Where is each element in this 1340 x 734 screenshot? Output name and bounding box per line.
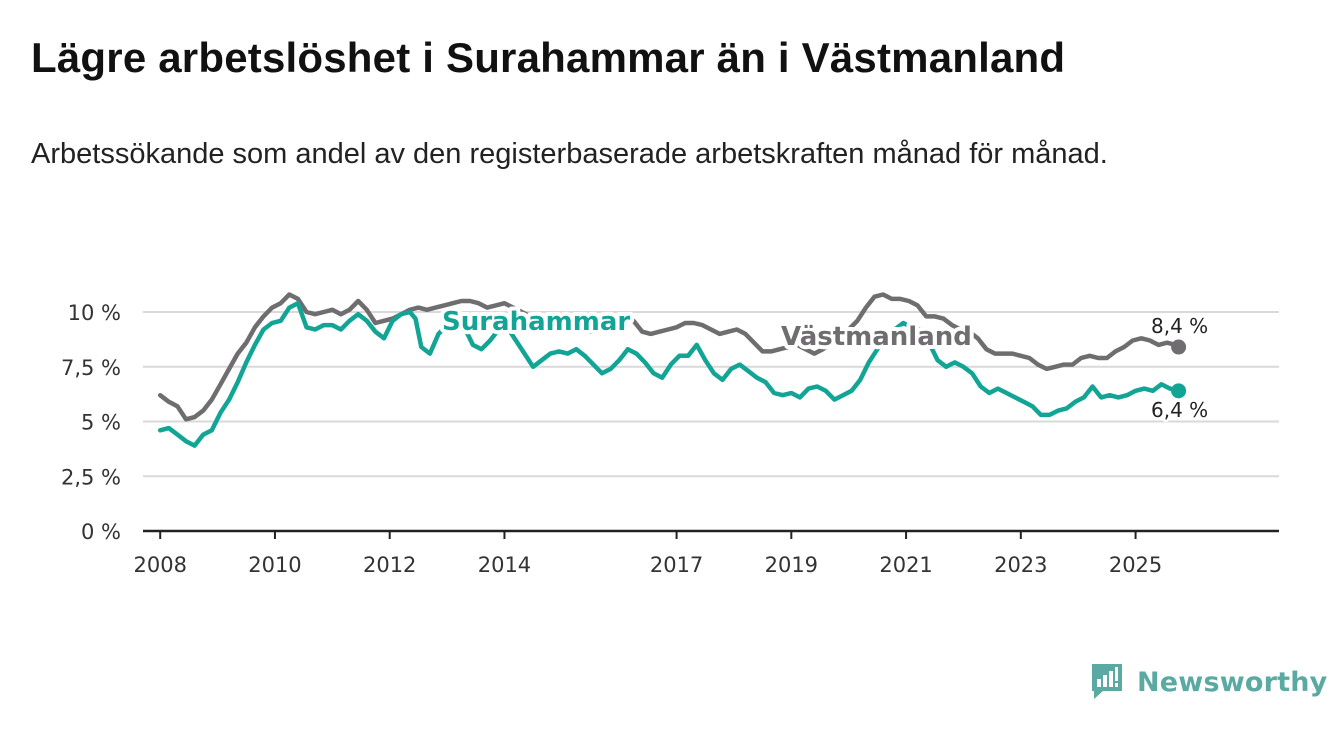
x-tick-label: 2025: [1109, 553, 1162, 577]
x-tick-label: 2019: [765, 553, 818, 577]
chart-title: Lägre arbetslöshet i Surahammar än i Väs…: [31, 34, 1066, 81]
series-label-vastmanland: Västmanland: [781, 322, 972, 352]
newsworthy-logo: Newsworthy: [1089, 661, 1327, 703]
series-label-surahammar: Surahammar: [442, 307, 630, 337]
y-tick-label: 0 %: [81, 520, 121, 544]
series-lines: [157, 292, 1187, 448]
y-tick-label: 5 %: [81, 411, 121, 435]
series-line-vastmanland: [157, 292, 1181, 422]
chart-subtitle: Arbetssökande som andel av den registerb…: [31, 138, 1108, 170]
brand-name: Newsworthy: [1137, 666, 1328, 698]
x-axis: 2008 2010 2012 2014 2017 2019 2021 2023 2025: [133, 529, 1279, 577]
x-tick-label: 2014: [478, 553, 531, 577]
bar-chart-logo-icon: [1092, 664, 1122, 699]
x-tick-label: 2008: [133, 553, 186, 577]
y-tick-label: 10 %: [68, 301, 121, 325]
x-tick-label: 2021: [879, 553, 932, 577]
series-label-vastmanland-halo: Västmanland: [781, 322, 972, 352]
end-value-label-vastmanland: 8,4 %: [1151, 314, 1208, 338]
end-value-label-vastmanland-halo: 8,4 %: [1151, 314, 1208, 338]
end-marker: [1171, 339, 1187, 355]
x-tick-label: 2010: [248, 553, 301, 577]
series-label-surahammar-halo: Surahammar: [442, 307, 630, 337]
end-value-label-surahammar-halo: 6,4 %: [1151, 398, 1208, 422]
end-marker: [1171, 383, 1187, 399]
series-line-surahammar: [157, 300, 1181, 448]
x-tick-label: 2017: [650, 553, 703, 577]
y-axis-ticks: 0 % 2,5 % 5 % 7,5 % 10 %: [61, 301, 121, 544]
y-tick-label: 2,5 %: [61, 465, 121, 489]
x-tick-label: 2023: [994, 553, 1047, 577]
end-value-label-surahammar: 6,4 %: [1151, 398, 1208, 422]
x-tick-label: 2012: [363, 553, 416, 577]
y-tick-label: 7,5 %: [61, 356, 121, 380]
